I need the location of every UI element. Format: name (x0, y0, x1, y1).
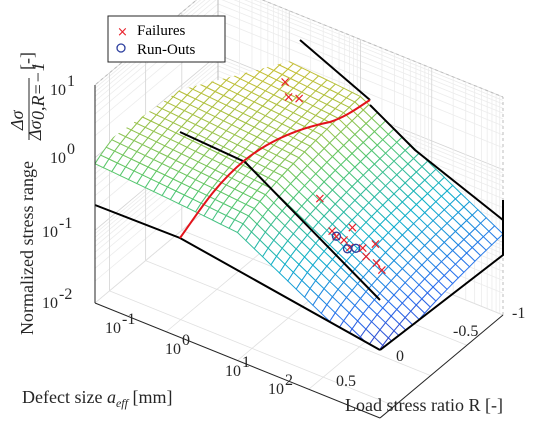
surface-cell (194, 67, 211, 79)
y-axis-line (379, 314, 504, 419)
runout-marker (331, 231, 342, 241)
failure-marker: × (347, 220, 359, 236)
svg-text:[-]: [-] (17, 52, 37, 70)
failure-marker: × (326, 224, 338, 240)
x-tick-label: -1 (122, 311, 135, 328)
x-tick-label: 10 (268, 381, 284, 398)
front-edge-line (379, 200, 504, 351)
svg-text:Normalized stress range: Normalized stress range (17, 161, 37, 335)
legend-failures-marker: × (117, 25, 128, 40)
z-tick-label: -1 (59, 215, 72, 232)
failure-marker: × (360, 249, 372, 265)
z-tick-labels: 10 1 10 0 10 -1 10 -2 (42, 73, 75, 312)
x-axis-label: Defect size aeff [mm] (22, 387, 172, 410)
z-tick-label: 0 (67, 141, 75, 158)
surface-cell (172, 65, 189, 77)
z-tick-label: 10 (50, 150, 66, 167)
failure-marker: × (371, 255, 383, 271)
surface-cell (186, 63, 203, 75)
runout-marker (351, 243, 361, 253)
surface-cell (228, 59, 244, 70)
surface-cell (488, 225, 503, 241)
z-tick-label: -2 (59, 286, 72, 303)
failure-marker: × (283, 90, 295, 106)
legend: × Failures Run-Outs (107, 15, 226, 63)
axes-lines (94, 85, 504, 419)
x-tick-labels: 10 -1 10 0 10 1 10 2 (105, 311, 293, 398)
surface-cell (256, 56, 272, 68)
x-tick-label: 0 (182, 332, 190, 349)
surface-cell (150, 88, 166, 100)
y-tick-label: 0 (396, 348, 404, 365)
surface-cell (231, 44, 247, 56)
failure-marker: × (376, 262, 388, 278)
data-markers: ××××××××× ××××× (279, 74, 388, 278)
surface-cell (138, 100, 155, 112)
middle-crease-line (179, 131, 381, 301)
x-axis-line (94, 302, 381, 419)
surface-cell (261, 50, 278, 62)
z-tick-label: 10 (42, 295, 58, 312)
transition-curve (179, 99, 371, 239)
z-tick-label: 10 (50, 82, 66, 99)
z-tick-label: 1 (67, 73, 75, 90)
surface-cell (222, 40, 239, 51)
grid-line (94, 199, 219, 304)
failure-marker: × (314, 191, 326, 207)
legend-runouts-marker (116, 43, 126, 53)
failure-marker: × (279, 74, 291, 90)
failure-marker: × (338, 232, 350, 248)
x-tick-label: 2 (285, 372, 293, 389)
surface-cell (161, 76, 177, 88)
y-axis-label: Load stress ratio R [-] (345, 395, 503, 415)
y-tick-label: -0.5 (453, 323, 478, 340)
x-tick-label: 1 (242, 354, 250, 371)
surface-cell (372, 353, 386, 370)
x-tick-label: 10 (225, 363, 241, 380)
failure-marker: × (357, 241, 369, 257)
legend-box (107, 15, 226, 63)
svg-text:Δσ: Δσ (25, 119, 45, 141)
svg-text:Δσ: Δσ (7, 109, 27, 131)
z-axis-label: Normalized stress range Δσ Δσ 0,R=−1 [-] (7, 52, 48, 335)
failure-marker: × (344, 240, 356, 256)
y-tick-label: 0.5 (336, 373, 356, 390)
failure-marker: × (370, 237, 382, 253)
z-tick-label: 10 (42, 224, 58, 241)
failure-marker: × (330, 229, 342, 245)
legend-failures-label: Failures (137, 23, 185, 39)
y-tick-labels: -1 -0.5 0 0.5 (336, 305, 525, 390)
surface-cell (242, 57, 258, 69)
failure-marker: × (293, 91, 305, 107)
surface-cell (155, 82, 172, 94)
legend-runouts-label: Run-Outs (137, 42, 196, 58)
svg-text:0,R=−1: 0,R=−1 (28, 62, 48, 120)
surface-cell (225, 49, 242, 61)
surface-cell (144, 94, 161, 106)
top-edge-line (299, 39, 371, 101)
surface-cell (200, 62, 217, 73)
back-crease-line (369, 104, 504, 221)
x-tick-label: 10 (105, 320, 121, 337)
x-tick-label: 10 (165, 341, 181, 358)
y-tick-label: -1 (512, 305, 525, 322)
